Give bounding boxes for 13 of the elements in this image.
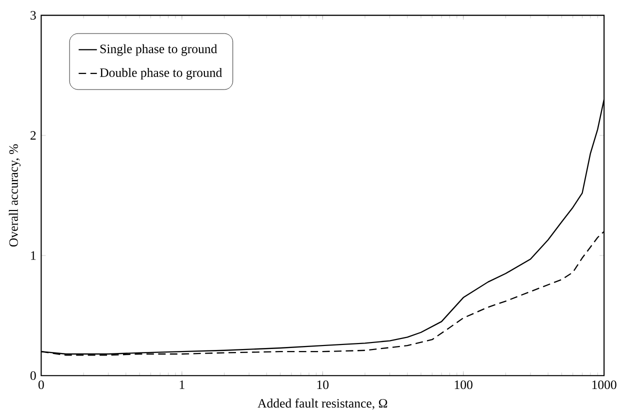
x-tick-label: 1 xyxy=(180,380,184,389)
x-tick-label: 1000 xyxy=(592,380,616,389)
y-tick-label: 2 xyxy=(30,130,36,140)
legend-label: Single phase to ground xyxy=(100,44,218,56)
y-tick-label: 1 xyxy=(31,251,36,260)
x-tick-label: 100 xyxy=(454,380,472,389)
x-tick-label: 0 xyxy=(38,380,44,389)
legend-label: Double phase to ground xyxy=(100,68,222,80)
y-axis-title: Overall accuracy, % xyxy=(8,144,21,246)
y-tick-label: 0 xyxy=(30,371,36,380)
x-axis-title: Added fault resistance, Ω xyxy=(258,398,388,410)
y-tick-label: 3 xyxy=(30,10,36,20)
x-tick-label: 10 xyxy=(317,380,329,389)
